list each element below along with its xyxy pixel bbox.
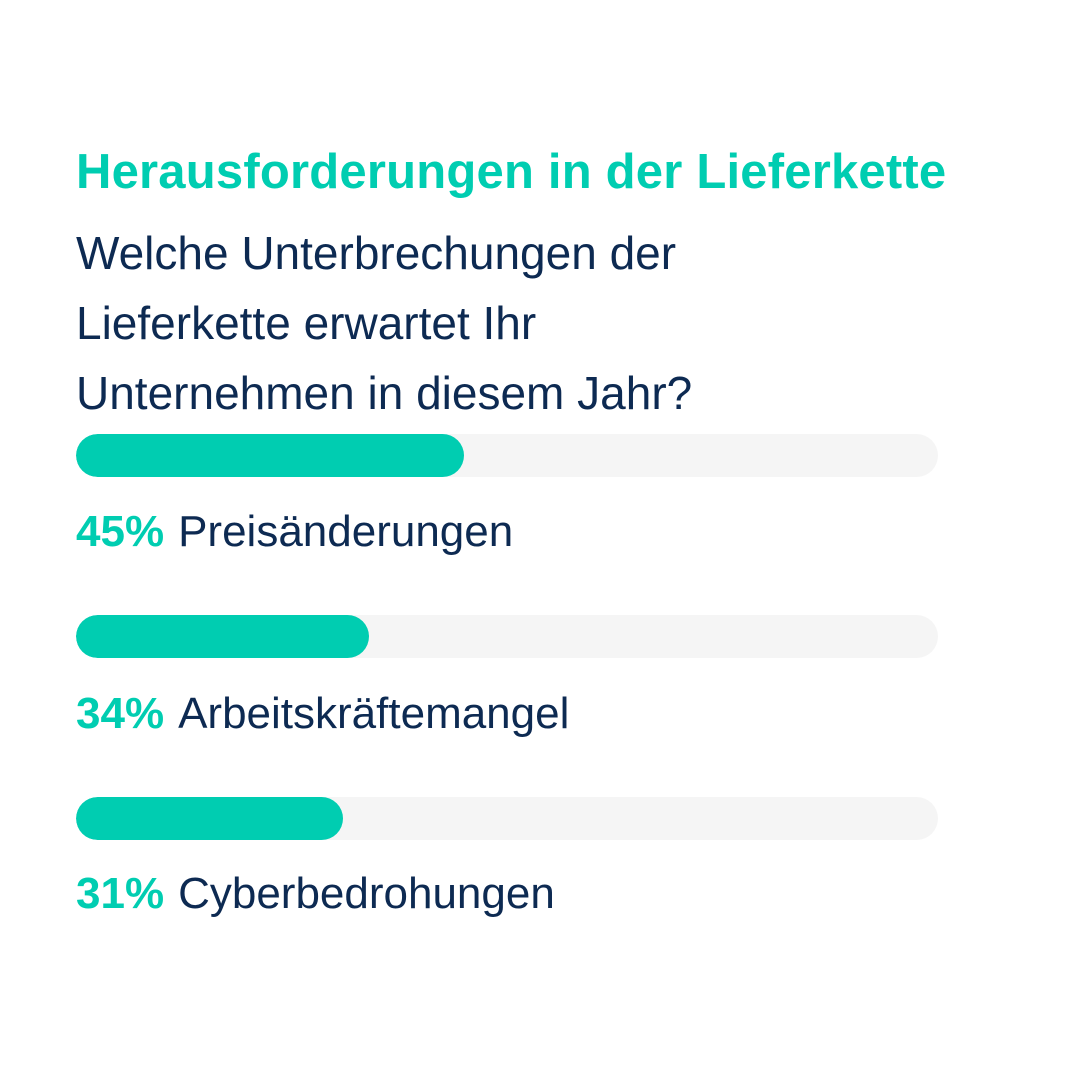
bar-label: 45% Preisänderungen	[76, 504, 513, 560]
bar-fill	[76, 434, 464, 477]
bar-label: 34% Arbeitskräftemangel	[76, 686, 569, 742]
category-label: Arbeitskräftemangel	[178, 689, 570, 738]
chart-title: Herausforderungen in der Lieferkette	[76, 145, 947, 199]
category-label: Preisänderungen	[178, 507, 514, 556]
percentage-value: 31%	[76, 869, 165, 918]
category-label: Cyberbedrohungen	[178, 869, 555, 918]
chart-question: Welche Unterbrechungen der Lieferkette e…	[76, 218, 836, 428]
question-line: Lieferkette erwartet Ihr	[76, 297, 537, 349]
bar-track	[76, 797, 938, 840]
question-line: Unternehmen in diesem Jahr?	[76, 367, 693, 419]
bar-fill	[76, 797, 343, 840]
percentage-value: 34%	[76, 689, 165, 738]
bar-track	[76, 615, 938, 658]
bar-label: 31% Cyberbedrohungen	[76, 866, 555, 922]
bar-track	[76, 434, 938, 477]
bar-fill	[76, 615, 369, 658]
percentage-value: 45%	[76, 507, 165, 556]
question-line: Welche Unterbrechungen der	[76, 227, 677, 279]
